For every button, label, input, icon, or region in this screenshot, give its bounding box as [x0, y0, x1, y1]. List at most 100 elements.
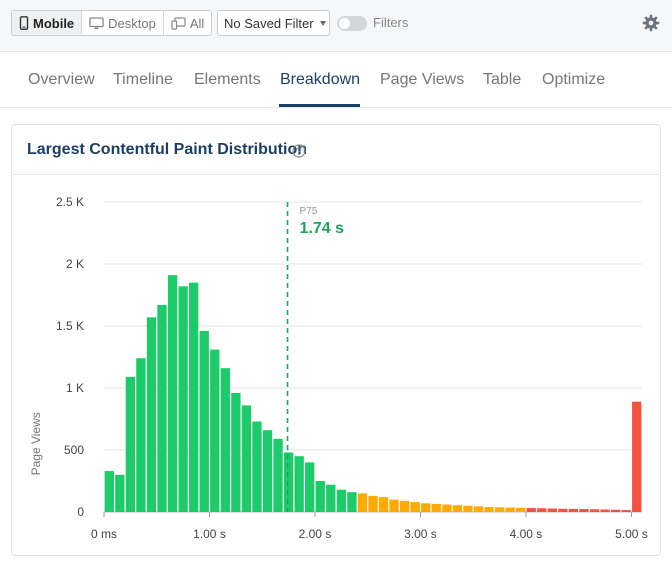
tab-page-views[interactable]: Page Views	[380, 71, 465, 88]
histogram-bar	[558, 508, 568, 512]
y-tick-label: 500	[64, 443, 84, 457]
histogram-bar	[568, 508, 579, 512]
saved-filter-value: No Saved Filter	[224, 15, 314, 31]
histogram-bar	[104, 471, 114, 512]
tab-breakdown[interactable]: Breakdown	[280, 71, 361, 88]
x-tick-label: 4.00 s	[510, 527, 543, 541]
histogram-bar	[547, 508, 558, 512]
y-tick-label: 1 K	[66, 381, 84, 395]
histogram-bar	[305, 462, 315, 512]
device-all-label: All	[189, 15, 205, 31]
histogram-bar	[220, 368, 230, 512]
histogram-bar	[210, 349, 220, 512]
tab-table[interactable]: Table	[483, 71, 522, 88]
histogram-bar	[452, 505, 463, 512]
histogram-bar	[146, 317, 157, 512]
device-all-button[interactable]: All	[164, 11, 211, 35]
histogram-bar	[336, 489, 347, 512]
tab-timeline[interactable]: Timeline	[113, 71, 173, 88]
histogram-bar	[315, 481, 325, 512]
filters-toggle[interactable]	[337, 16, 367, 31]
y-tick-label: 1.5 K	[56, 319, 84, 333]
histogram-bar	[136, 358, 146, 512]
desktop-icon	[89, 16, 104, 29]
histogram-bar	[283, 452, 294, 512]
histogram-bar	[115, 474, 125, 512]
histogram-bar	[368, 495, 378, 512]
filters-toggle-label: Filters	[373, 15, 409, 30]
histogram-bar	[389, 499, 399, 512]
y-axis-label: Page Views	[29, 412, 43, 475]
histogram-bar	[526, 508, 536, 512]
histogram-bar	[537, 508, 547, 512]
gear-icon[interactable]	[642, 14, 660, 32]
histogram-bar	[516, 507, 526, 512]
x-axis-ticks: 0 ms 1.00 s 2.00 s 3.00 s 4.00 s 5.00 s	[91, 512, 648, 541]
histogram-bar	[326, 484, 336, 512]
tab-elements[interactable]: Elements	[194, 71, 261, 88]
tab-bar: Overview Timeline Elements Breakdown Pag…	[0, 52, 672, 108]
panel-header: Largest Contentful Paint Distribution	[12, 125, 660, 175]
tab-overview[interactable]: Overview	[28, 71, 95, 88]
histogram-bar	[125, 376, 136, 512]
histogram-bar	[473, 506, 484, 512]
lcp-histogram-chart: 0 500 1 K 1.5 K 2 K 2.5 K Page Views 0 ms 1.00…	[29, 195, 648, 541]
saved-filter-select[interactable]: No Saved Filter	[217, 10, 330, 36]
histogram-bar	[421, 503, 431, 512]
histogram-bar	[252, 421, 262, 512]
histogram-bar	[399, 500, 410, 512]
y-tick-label: 0	[77, 505, 84, 519]
histogram-bar	[157, 304, 167, 512]
histogram-bar	[357, 493, 368, 512]
p75-marker-label: P75	[300, 206, 318, 217]
histogram-bar	[600, 509, 610, 512]
device-mobile-label: Mobile	[33, 15, 75, 31]
histogram-bar	[262, 430, 273, 512]
histogram-bar	[188, 282, 199, 512]
lcp-distribution-panel: Largest Contentful Paint Distribution 0 5…	[11, 124, 661, 556]
tab-optimize[interactable]: Optimize	[542, 71, 606, 88]
panel-title: Largest Contentful Paint Distribution	[27, 141, 307, 158]
histogram-bar	[178, 286, 188, 512]
histogram-bar	[199, 330, 209, 512]
x-tick-label: 2.00 s	[299, 527, 332, 541]
y-tick-label: 2 K	[66, 257, 84, 271]
active-tab-indicator	[279, 104, 360, 107]
x-tick-label: 5.00 s	[615, 527, 648, 541]
help-icon[interactable]	[292, 144, 306, 158]
histogram-bar	[410, 502, 420, 512]
histogram-bar	[494, 507, 505, 512]
device-desktop-label: Desktop	[108, 15, 156, 31]
histogram-bars	[104, 275, 642, 512]
histogram-bar	[167, 275, 178, 512]
histogram-bar	[442, 504, 452, 512]
histogram-bar	[579, 509, 589, 512]
device-desktop-button[interactable]: Desktop	[82, 11, 164, 35]
x-tick-label: 0 ms	[91, 527, 117, 541]
histogram-bar	[294, 456, 304, 512]
histogram-bar	[463, 505, 473, 512]
histogram-bar	[347, 492, 357, 512]
histogram-bar	[484, 507, 494, 512]
histogram-bar	[610, 509, 621, 512]
x-tick-label: 1.00 s	[193, 527, 226, 541]
top-toolbar: Mobile Desktop All No Saved Filter Filte…	[0, 0, 672, 52]
p75-marker-value: 1.74 s	[300, 220, 345, 237]
histogram-bar	[378, 497, 389, 512]
device-mobile-button[interactable]: Mobile	[12, 11, 83, 35]
device-selector: Mobile Desktop All	[11, 10, 213, 36]
histogram-bar	[231, 392, 241, 512]
chevron-down-icon	[319, 20, 326, 26]
histogram-bar	[632, 401, 642, 512]
toggle-knob	[339, 18, 350, 29]
mobile-icon	[19, 16, 29, 30]
all-devices-icon	[171, 16, 186, 30]
histogram-bar	[589, 509, 600, 512]
histogram-bar	[241, 405, 252, 512]
y-tick-label: 2.5 K	[56, 195, 84, 209]
histogram-bar	[273, 438, 283, 512]
histogram-bar	[621, 510, 631, 512]
x-tick-label: 3.00 s	[404, 527, 437, 541]
p75-marker: P75 1.74 s	[286, 202, 345, 512]
histogram-bar	[431, 503, 441, 512]
